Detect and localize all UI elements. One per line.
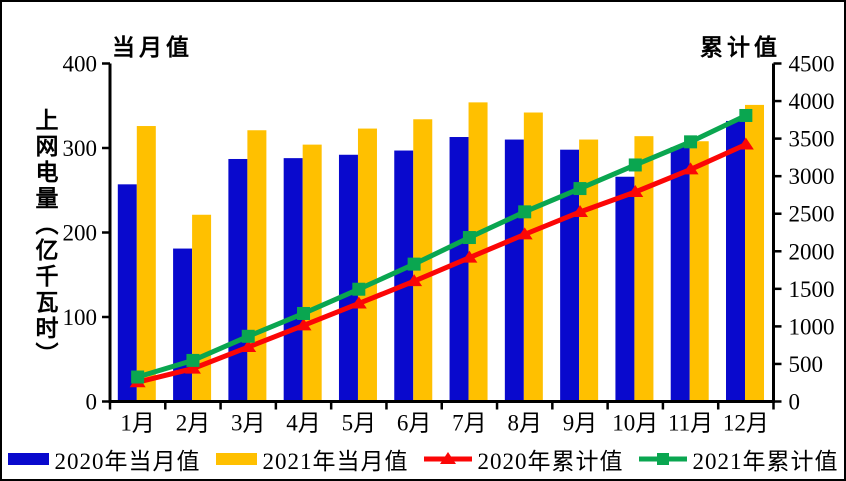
marker-2021年累计值-11月 — [684, 135, 698, 149]
x-axis-tick-label: 2月 — [176, 411, 211, 436]
marker-2021年累计值-7月 — [462, 231, 476, 245]
bar-2020年当月值-4月 — [283, 158, 303, 402]
y-axis-label: 上网电量（亿千瓦时） — [32, 108, 57, 368]
legend-marker-2020年累计值 — [439, 452, 456, 464]
bar-2020年当月值-7月 — [449, 137, 469, 402]
marker-2020年累计值-10月 — [627, 185, 644, 198]
left-axis-tick-label: 100 — [63, 305, 98, 330]
bar-2021年当月值-1月 — [136, 126, 156, 402]
marker-2020年累计值-2月 — [184, 361, 201, 374]
marker-2020年累计值-5月 — [350, 296, 367, 309]
right-axis-tick-label: 1500 — [789, 277, 835, 302]
x-axis-tick-label: 8月 — [507, 411, 542, 436]
x-axis-tick-label: 9月 — [563, 411, 598, 436]
marker-2021年累计值-10月 — [628, 158, 642, 172]
marker-2021年累计值-5月 — [352, 282, 366, 296]
marker-2021年累计值-3月 — [241, 329, 255, 343]
legend-item-2020-monthly: 2020年当月值 — [7, 442, 201, 476]
marker-2020年累计值-11月 — [682, 162, 699, 175]
legend-label-2020-monthly: 2020年当月值 — [54, 449, 201, 474]
marker-2021年累计值-6月 — [407, 257, 421, 271]
legend-line-swatch-svg — [423, 452, 472, 464]
legend-marker-2021年累计值 — [656, 453, 669, 465]
bar-2021年当月值-3月 — [247, 130, 267, 402]
x-axis-tick-label: 11月 — [668, 411, 713, 436]
left-axis-title: 当月值 — [112, 35, 193, 60]
bar-2020年当月值-12月 — [726, 120, 746, 402]
marker-2020年累计值-7月 — [461, 250, 478, 263]
x-axis-tick-label: 6月 — [397, 411, 432, 436]
bar-2020年当月值-10月 — [615, 176, 635, 402]
bar-2020年当月值-11月 — [670, 147, 690, 402]
bar-2020年当月值-6月 — [394, 150, 414, 402]
bar-2021年当月值-4月 — [302, 144, 322, 402]
right-axis-tick-label: 3500 — [789, 127, 835, 152]
right-axis-tick-label: 4000 — [789, 89, 835, 114]
right-axis-tick-label: 3000 — [789, 164, 835, 189]
legend-item-2020-cumulative: 2020年累计值 — [423, 442, 624, 476]
bar-2020年当月值-2月 — [173, 248, 193, 402]
legend-label-2021-cumulative: 2021年累计值 — [692, 449, 839, 474]
legend-swatch-2020-monthly-bar — [7, 453, 49, 465]
chart-legend: 2020年当月值 2021年当月值 2020年累计值 2021年累计值 — [2, 442, 844, 476]
bar-2020年当月值-3月 — [228, 158, 248, 402]
x-axis-tick-label: 4月 — [286, 411, 321, 436]
marker-2021年累计值-12月 — [739, 108, 753, 122]
x-axis-tick-label: 5月 — [342, 411, 377, 436]
left-axis-tick-label: 0 — [86, 390, 98, 415]
x-axis-tick-label: 3月 — [231, 411, 266, 436]
right-axis-tick-label: 500 — [789, 352, 824, 377]
marker-2021年累计值-1月 — [131, 370, 145, 384]
bar-2021年当月值-11月 — [689, 141, 709, 402]
line-2020年累计值 — [137, 142, 747, 385]
x-axis-tick-label: 10月 — [612, 411, 658, 436]
legend-item-2021-cumulative: 2021年累计值 — [638, 442, 839, 476]
right-axis-tick-label: 2500 — [789, 202, 835, 227]
legend-label-2020-cumulative: 2020年累计值 — [477, 449, 624, 474]
legend-swatch-2021-monthly-bar — [215, 453, 257, 465]
marker-2020年累计值-12月 — [737, 137, 754, 150]
marker-2020年累计值-3月 — [240, 340, 257, 353]
bar-2021年当月值-5月 — [357, 128, 377, 402]
x-axis-tick-label: 7月 — [452, 411, 487, 436]
marker-2021年累计值-9月 — [573, 182, 587, 196]
legend-line-swatch-svg — [638, 453, 687, 465]
right-axis-tick-label: 2000 — [789, 239, 835, 264]
legend-swatch-2020-cumulative-line — [423, 451, 472, 467]
bar-2021年当月值-12月 — [745, 104, 765, 402]
legend-swatch-2021-cumulative-line — [638, 451, 687, 467]
right-axis-tick-label: 0 — [789, 390, 801, 415]
bar-2021年当月值-10月 — [634, 136, 654, 402]
legend-label-2021-monthly: 2021年当月值 — [262, 449, 409, 474]
bar-2021年当月值-8月 — [523, 112, 543, 402]
x-axis-tick-label: 12月 — [723, 411, 769, 436]
legend-item-2021-monthly: 2021年当月值 — [215, 442, 409, 476]
right-axis-tick-label: 4500 — [789, 52, 835, 77]
bar-2020年当月值-8月 — [504, 139, 524, 402]
line-2021年累计值 — [136, 113, 747, 380]
bar-2021年当月值-9月 — [579, 139, 599, 402]
left-axis-tick-label: 400 — [63, 52, 98, 77]
marker-2020年累计值-8月 — [516, 227, 533, 240]
marker-2020年累计值-6月 — [406, 274, 423, 287]
bar-2020年当月值-5月 — [338, 154, 358, 402]
marker-2021年累计值-8月 — [518, 205, 532, 219]
marker-2020年累计值-4月 — [295, 318, 312, 331]
left-axis-tick-label: 300 — [63, 136, 98, 161]
marker-2021年累计值-2月 — [186, 353, 200, 367]
right-axis-tick-label: 1000 — [789, 314, 835, 339]
bar-2020年当月值-1月 — [117, 184, 137, 402]
x-axis-tick-label: 1月 — [120, 411, 155, 436]
right-axis-title: 累计值 — [700, 35, 781, 60]
marker-2021年累计值-4月 — [297, 306, 311, 320]
left-axis-tick-label: 200 — [63, 221, 98, 246]
marker-2020年累计值-9月 — [571, 204, 588, 217]
